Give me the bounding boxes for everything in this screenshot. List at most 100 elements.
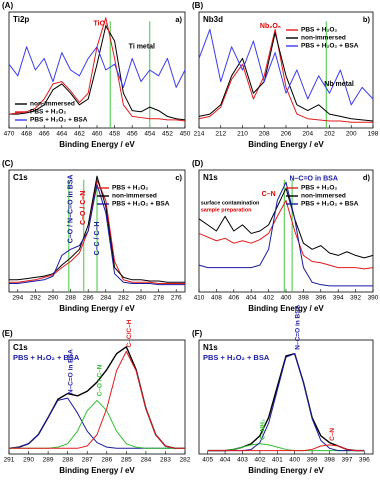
- x-tick-label: 410: [194, 295, 205, 302]
- legend-label: PBS + H₂O₂: [301, 27, 337, 34]
- legend-label: PBS + H₂O₂ + BSA: [301, 43, 359, 50]
- series-line: [9, 25, 186, 121]
- panel-tag: (F): [192, 329, 203, 338]
- series-line: [8, 346, 185, 449]
- legend-label: non-immersed: [112, 193, 157, 200]
- series-line: [8, 397, 185, 449]
- x-axis-title: Binding Energy / eV: [59, 304, 135, 313]
- series-line: [9, 179, 185, 284]
- x-tick-label: 458: [109, 131, 120, 138]
- legend-label: non-immersed: [301, 193, 346, 200]
- legend-label: non-immersed: [301, 35, 346, 42]
- legend-label: PBS + H₂O₂: [30, 109, 66, 116]
- x-tick-label: 285: [121, 457, 132, 464]
- element-label: C1s: [13, 343, 28, 352]
- x-tick-label: 288: [65, 295, 76, 302]
- x-tick-label: 294: [12, 295, 23, 302]
- x-tick-label: 214: [194, 131, 205, 138]
- x-tick-label: 287: [82, 457, 93, 464]
- x-tick-label: 284: [100, 295, 111, 302]
- annotation: Ti metal: [129, 44, 155, 51]
- annotation: C–C / C–H: [94, 222, 101, 256]
- x-tick-label: 462: [74, 131, 85, 138]
- x-tick-label: 402: [263, 295, 274, 302]
- series-line: [198, 181, 373, 287]
- x-tick-label: 402: [254, 457, 265, 464]
- x-tick-label: 450: [180, 131, 191, 138]
- x-tick-label: 292: [30, 295, 41, 302]
- x-tick-label: 452: [162, 131, 173, 138]
- x-tick-label: 466: [39, 131, 50, 138]
- x-tick-label: 406: [228, 295, 239, 302]
- series-line: [9, 184, 185, 286]
- x-tick-label: 403: [237, 457, 248, 464]
- x-tick-label: 404: [220, 457, 231, 464]
- x-tick-label: 291: [4, 457, 15, 464]
- x-tick-label: 408: [211, 295, 222, 302]
- x-tick-label: 400: [281, 295, 292, 302]
- x-tick-label: 284: [140, 457, 151, 464]
- series-line: [9, 175, 185, 283]
- element-label: Ti2p: [13, 15, 29, 24]
- series-line: [9, 399, 185, 449]
- annotation: surface contamination: [201, 200, 260, 206]
- x-tick-label: 280: [136, 295, 147, 302]
- legend-label: non-immersed: [30, 101, 75, 108]
- corner-label: d): [363, 173, 371, 182]
- x-tick-label: 396: [359, 457, 370, 464]
- x-tick-label: 398: [298, 295, 309, 302]
- x-tick-label: 206: [281, 131, 292, 138]
- x-tick-label: 397: [341, 457, 352, 464]
- series-line: [198, 32, 374, 122]
- x-tick-label: 208: [259, 131, 270, 138]
- corner-label: a): [175, 15, 182, 24]
- corner-label: b): [363, 15, 371, 24]
- x-axis-title: Binding Energy / eV: [59, 466, 135, 475]
- x-tick-label: 400: [289, 457, 300, 464]
- x-tick-label: 464: [56, 131, 67, 138]
- x-tick-label: 290: [48, 295, 59, 302]
- legend-label: PBS + H₂O₂: [112, 185, 148, 192]
- x-tick-label: 286: [83, 295, 94, 302]
- x-tick-label: 204: [302, 131, 313, 138]
- x-tick-label: 394: [333, 295, 344, 302]
- series-line: [198, 200, 374, 270]
- corner-label: c): [175, 173, 182, 182]
- x-tick-label: 405: [202, 457, 213, 464]
- annotation: Nb metal: [324, 81, 354, 88]
- x-tick-label: 399: [307, 457, 318, 464]
- x-tick-label: 456: [127, 131, 138, 138]
- series-line: [198, 28, 374, 106]
- legend-label: PBS + H₂O₂ + BSA: [301, 201, 359, 208]
- panel-tag: (C): [2, 159, 13, 168]
- series-line: [207, 444, 365, 452]
- annotation: C–N: [262, 191, 276, 198]
- x-tick-label: 289: [43, 457, 54, 464]
- legend-label: PBS + H₂O₂ + BSA: [112, 201, 170, 208]
- x-tick-label: 210: [237, 131, 248, 138]
- x-tick-label: 283: [160, 457, 171, 464]
- series-label: N–C=O in BSA: [294, 304, 301, 349]
- panel-tag: (D): [192, 159, 203, 168]
- series-line: [207, 353, 365, 452]
- x-tick-label: 404: [246, 295, 257, 302]
- x-tick-label: 202: [324, 131, 335, 138]
- x-tick-label: 396: [315, 295, 326, 302]
- element-label: Nb3d: [203, 15, 223, 24]
- annotation: sample preparation: [201, 208, 252, 214]
- x-tick-label: 200: [346, 131, 357, 138]
- x-tick-label: 198: [368, 131, 379, 138]
- plot-frame: [198, 339, 374, 455]
- annotation: TiO₂: [93, 20, 108, 27]
- annotation: N–C=O in BSA: [289, 175, 337, 182]
- x-tick-label: 392: [350, 295, 361, 302]
- x-axis-title: Binding Energy / eV: [248, 466, 324, 475]
- plot-frame: [8, 339, 186, 455]
- x-tick-label: 278: [153, 295, 164, 302]
- subtitle: PBS + H₂O₂ + BSA: [13, 353, 80, 362]
- subtitle: PBS + H₂O₂ + BSA: [203, 353, 270, 362]
- x-axis-title: Binding Energy / eV: [59, 140, 135, 149]
- series-label: N–C=O in BSA: [67, 349, 74, 394]
- x-tick-label: 288: [62, 457, 73, 464]
